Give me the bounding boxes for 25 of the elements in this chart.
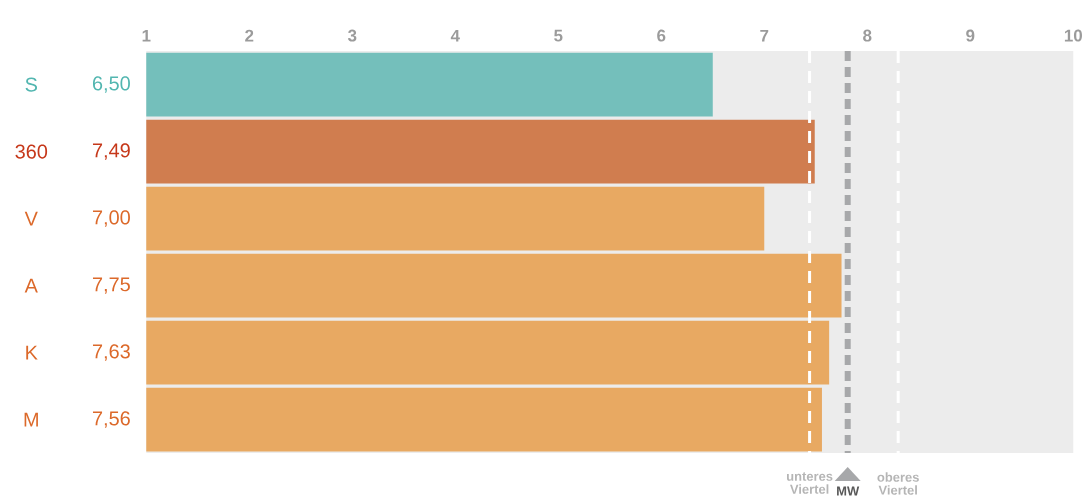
y-tick-label: 360 xyxy=(15,144,48,159)
y-tick-label: A xyxy=(24,278,38,293)
data-label: 7,00 xyxy=(92,210,130,227)
x-tick-label: 2 xyxy=(245,29,254,42)
x-tick-label: 10 xyxy=(1064,29,1082,42)
x-tick-label: 9 xyxy=(966,29,975,42)
x-tick-label: 4 xyxy=(450,29,460,42)
ref-line-label: oberes Viertel xyxy=(877,472,919,495)
data-label: 7,56 xyxy=(92,411,130,428)
x-tick-label: 7 xyxy=(760,29,769,42)
ref-line-label: MW xyxy=(837,486,860,496)
x-tick-label: 5 xyxy=(554,29,563,42)
data-label: 7,49 xyxy=(92,143,130,160)
ref-line-label: unteres Viertel xyxy=(786,472,833,494)
y-tick-label: M xyxy=(24,412,38,427)
y-tick-label: V xyxy=(24,211,38,226)
y-tick-label: S xyxy=(25,77,37,92)
data-label: 7,75 xyxy=(92,277,130,294)
x-tick-label: 8 xyxy=(863,29,872,42)
data-label: 6,50 xyxy=(92,76,130,93)
x-tick-label: 6 xyxy=(657,29,666,42)
y-tick-label: K xyxy=(26,345,38,360)
x-tick-label: 1 xyxy=(142,29,151,42)
data-label: 7,63 xyxy=(92,344,130,361)
x-tick-label: 3 xyxy=(347,29,357,42)
